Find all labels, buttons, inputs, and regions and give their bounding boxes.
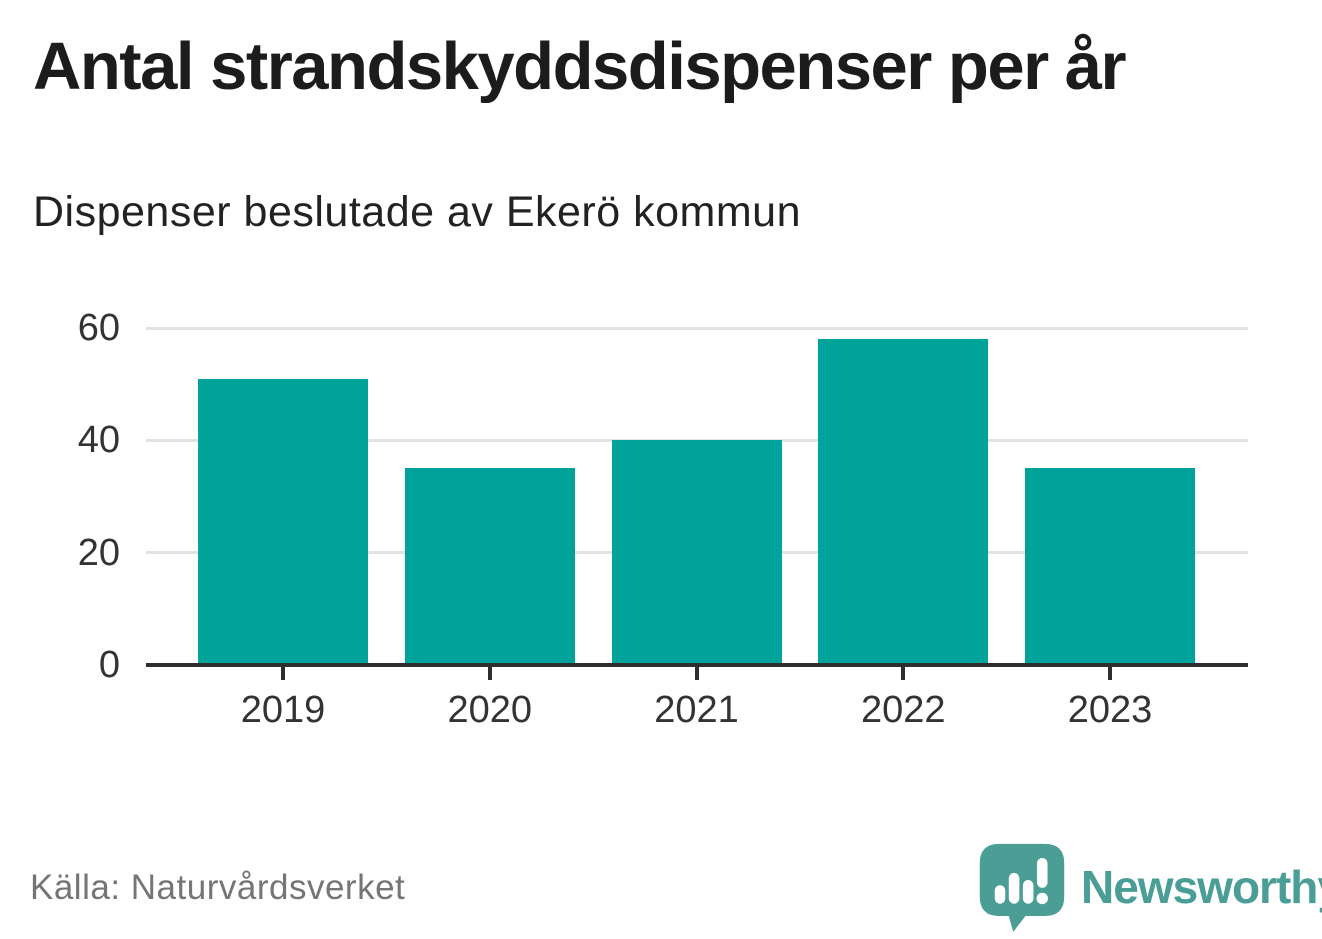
x-axis-label-2022: 2022	[860, 689, 946, 731]
x-axis-label-2019: 2019	[240, 689, 326, 731]
bar-2021	[611, 440, 782, 665]
chart-title: Antal strandskyddsdispenser per år	[33, 29, 1127, 104]
x-axis-tick-2021	[694, 667, 699, 680]
x-axis-label-2020: 2020	[447, 689, 533, 731]
logo-bar-tall	[1008, 872, 1020, 904]
newsworthy-logo-text: Newsworthy	[1081, 861, 1322, 913]
x-axis-tick-2020	[487, 667, 492, 680]
speech-bubble-shape	[979, 843, 1065, 932]
x-axis-label-2021: 2021	[654, 689, 739, 731]
logo-bar-medium	[1022, 879, 1034, 904]
bar-2019	[198, 378, 368, 665]
gridline-y-60	[146, 326, 1248, 330]
x-axis-label-2023: 2023	[1067, 689, 1153, 731]
x-axis-tick-2023	[1108, 667, 1112, 680]
y-axis-tick-label-20: 20	[77, 531, 120, 574]
chart-subtitle: Dispenser beslutade av Ekerö kommun	[33, 188, 801, 236]
bar-2020	[404, 468, 575, 665]
x-axis-tick-2019	[281, 667, 285, 680]
bar-2023	[1025, 468, 1195, 665]
source-caption: Källa: Naturvårdsverket	[30, 868, 406, 907]
x-axis-line	[146, 663, 1248, 667]
y-axis-tick-label-40: 40	[77, 419, 120, 462]
x-axis-tick-2022	[901, 667, 906, 680]
newsworthy-logo: Newsworthy	[978, 842, 1322, 932]
y-axis-tick-label-0: 0	[98, 644, 120, 686]
bar-2022	[818, 339, 989, 665]
logo-exclamation-line	[1036, 857, 1048, 888]
logo-bar-short	[994, 885, 1006, 904]
newsworthy-speech-bubble-bar-chart-icon	[979, 843, 1065, 932]
logo-exclamation-dot	[1036, 892, 1048, 905]
y-axis-tick-label-60: 60	[77, 307, 120, 349]
